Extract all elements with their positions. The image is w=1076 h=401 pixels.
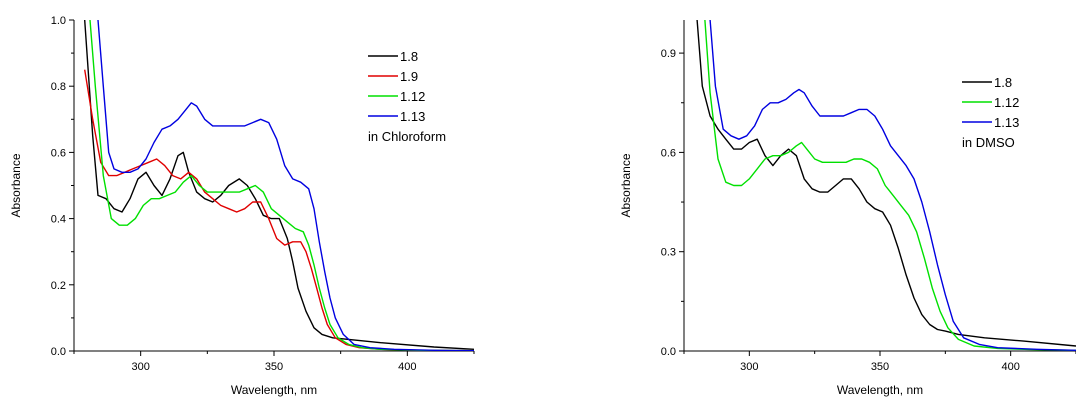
series-line-1.12: [704, 19, 1076, 351]
legend-label: 1.8: [994, 75, 1012, 90]
y-tick-label: 0.0: [661, 346, 676, 358]
y-tick-label: 1.0: [51, 15, 66, 27]
solvent-annotation: in Chloroform: [368, 129, 446, 144]
y-tick-label: 0.4: [51, 214, 66, 226]
legend-label: 1.12: [400, 89, 425, 104]
y-tick-label: 0.3: [661, 247, 676, 259]
series-line-1.13: [97, 19, 474, 351]
x-tick-label: 350: [265, 361, 283, 373]
series-line-1.12: [89, 19, 474, 351]
legend-label: 1.13: [994, 115, 1019, 130]
y-tick-label: 0.8: [51, 81, 66, 93]
y-tick-label: 0.6: [51, 147, 66, 159]
dmso-absorbance-chart: 300 350 400 0.0 0.3 0.6 0.9 Wavelength, nm Absor…: [619, 19, 1076, 397]
series-line-1.8: [84, 19, 474, 350]
series-line-1.8: [696, 19, 1076, 347]
solvent-annotation: in DMSO: [962, 135, 1015, 150]
series-line-1.9: [84, 69, 474, 351]
x-tick-label: 400: [1001, 361, 1019, 373]
legend-label: 1.13: [400, 109, 425, 124]
x-tick-label: 350: [871, 361, 889, 373]
y-tick-label: 0.9: [661, 48, 676, 60]
y-tick-label: 0.2: [51, 280, 66, 292]
x-axis-title: Wavelength, nm: [231, 383, 317, 397]
x-tick-label: 300: [740, 361, 758, 373]
legend-label: 1.12: [994, 95, 1019, 110]
y-axis-title: Absorbance: [9, 153, 23, 217]
legend-label: 1.8: [400, 49, 418, 64]
chloroform-absorbance-chart: 300 350 400 0.0 0.2 0.4 0.6 0.8 1.0 Wavelength, n…: [9, 15, 475, 397]
x-axis-title: Wavelength, nm: [837, 383, 923, 397]
x-tick-label: 300: [131, 361, 149, 373]
x-tick-label: 400: [398, 361, 416, 373]
legend-label: 1.9: [400, 69, 418, 84]
y-tick-label: 0.0: [51, 346, 66, 358]
y-tick-label: 0.6: [661, 147, 676, 159]
series-line-1.13: [709, 19, 1076, 351]
y-axis-title: Absorbance: [619, 153, 633, 217]
